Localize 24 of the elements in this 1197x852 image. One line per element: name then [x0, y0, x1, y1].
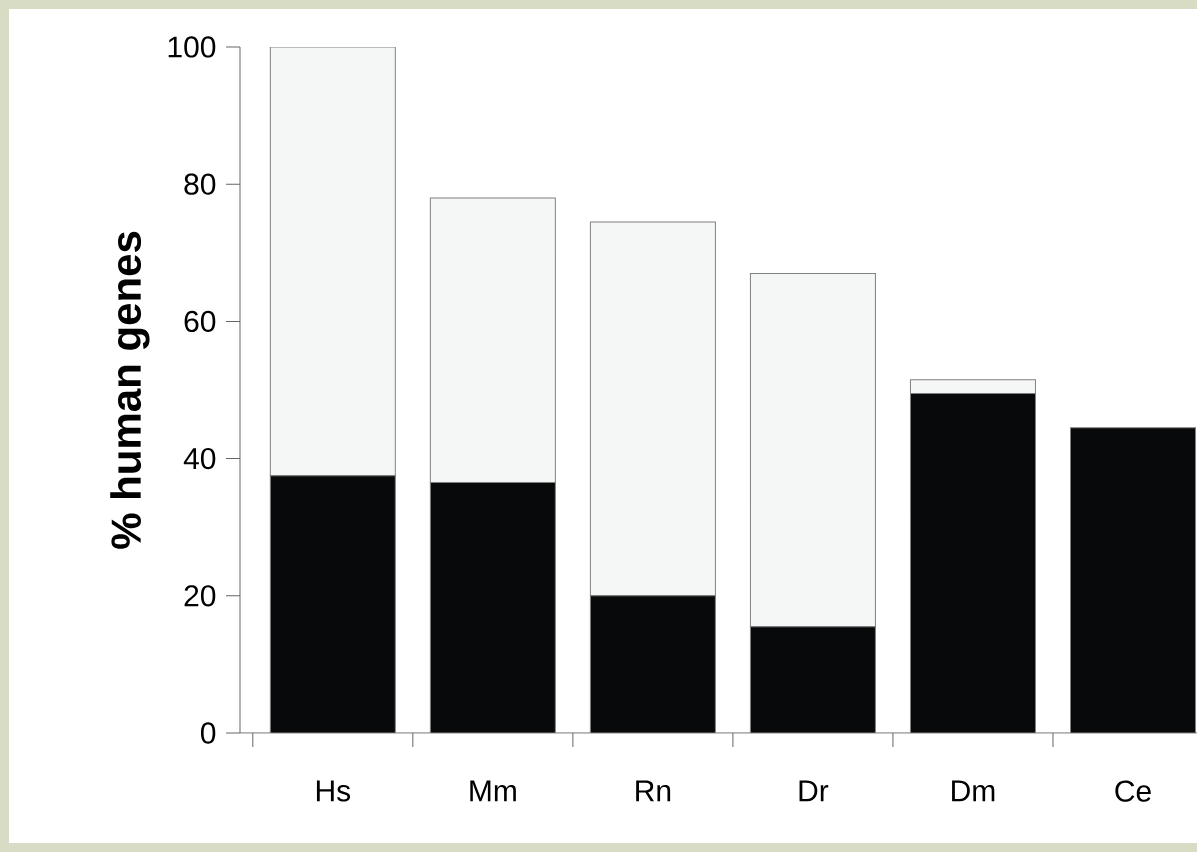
bar — [589, 595, 716, 733]
bar — [909, 379, 1036, 394]
x-tick-label: Mm — [470, 780, 516, 802]
y-tick-label: 100 — [168, 36, 216, 58]
bar — [1069, 427, 1196, 733]
bar — [749, 626, 876, 733]
y-tick-label: 0 — [200, 722, 216, 744]
bar — [429, 482, 556, 733]
y-tick-label: 20 — [184, 585, 216, 607]
x-tick-label: Dr — [799, 780, 829, 802]
x-tick-label: Dm — [952, 780, 995, 802]
x-tick-label: Rn — [636, 780, 671, 802]
bar — [749, 272, 876, 628]
bar — [909, 392, 1036, 733]
x-tick-label: Ce — [1115, 780, 1151, 802]
bar — [429, 197, 556, 484]
bar — [269, 46, 396, 477]
x-tick-label: Hs — [316, 780, 351, 802]
y-axis-title: % human genes — [110, 231, 150, 549]
y-tick-label: 80 — [184, 173, 216, 195]
y-tick-label: 40 — [183, 447, 216, 470]
bar — [589, 221, 716, 597]
y-tick-label: 60 — [184, 310, 216, 333]
bar — [269, 475, 396, 733]
